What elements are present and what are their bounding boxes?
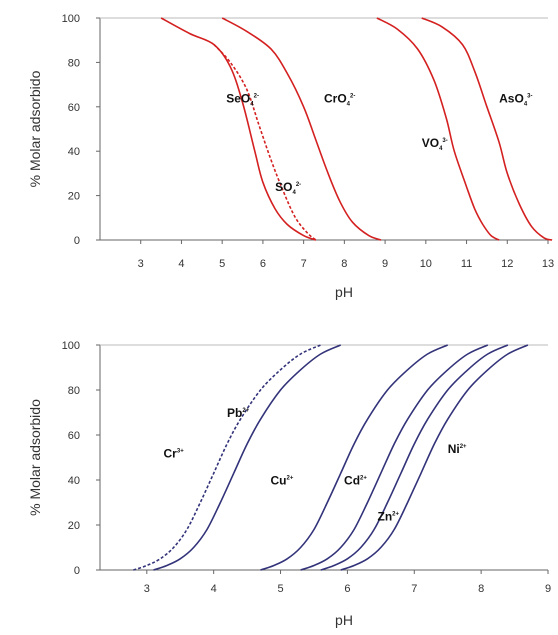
y-tick-label: 0 [74, 235, 80, 247]
x-tick-label: 11 [461, 258, 472, 270]
y-axis-title: % Molar adsorbido [27, 70, 43, 187]
curve-label-ni: Ni2+ [448, 442, 467, 456]
x-tick-label: 3 [138, 258, 144, 270]
series-line-pb [153, 344, 342, 571]
x-tick-label: 3 [144, 583, 150, 595]
y-tick-label: 40 [68, 475, 80, 487]
curve-label-vo4: VO43- [422, 136, 448, 152]
curve-label-pb: Pb2+ [227, 406, 250, 420]
series-line-cr [133, 344, 322, 571]
series-line-ni [340, 344, 529, 571]
series-line-cro4 [221, 17, 382, 241]
x-tick-label: 13 [542, 258, 554, 270]
series-line-seo4 [160, 17, 317, 241]
series-line-so4 [213, 44, 317, 241]
x-tick-label: 7 [301, 258, 307, 270]
x-tick-label: 10 [420, 258, 432, 270]
y-tick-label: 40 [68, 146, 80, 158]
y-tick-label: 60 [68, 430, 80, 442]
x-axis-title: pH [335, 612, 353, 628]
curve-label-seo4: SeO42- [226, 91, 259, 107]
x-tick-label: 6 [344, 583, 350, 595]
y-tick-label: 0 [74, 565, 80, 577]
series-line-cd [300, 344, 489, 571]
x-tick-label: 4 [211, 583, 217, 595]
curve-label-so4: SO42- [275, 180, 301, 196]
x-tick-label: 6 [260, 258, 266, 270]
series-line-aso4 [421, 17, 553, 241]
y-tick-label: 20 [68, 191, 80, 203]
curve-label-cro4: CrO42- [324, 91, 355, 107]
x-tick-label: 9 [545, 583, 551, 595]
x-axis-title: pH [335, 284, 353, 300]
x-tick-label: 4 [178, 258, 184, 270]
curve-label-aso4: AsO43- [499, 91, 532, 107]
series-line-vo4 [376, 17, 500, 241]
curve-label-zn: Zn2+ [377, 510, 399, 524]
cation-adsorption-chart: 0 20 40 60 80 100 3 4 5 6 7 8 9 pH % Molar adsorbido Cr… [27, 340, 551, 628]
y-tick-label: 100 [62, 340, 80, 352]
y-tick-label: 20 [68, 520, 80, 532]
x-tick-label: 12 [501, 258, 513, 270]
series-line-cu [260, 344, 449, 571]
x-tick-label: 7 [411, 583, 417, 595]
x-tick-label: 5 [219, 258, 225, 270]
y-tick-label: 100 [62, 13, 80, 25]
series-line-zn [320, 344, 509, 571]
curve-label-cu: Cu2+ [271, 474, 294, 488]
anion-adsorption-chart: 0 20 40 60 80 100 3 4 5 6 7 8 9 10 11 12 13 pH % Molar ads… [27, 13, 554, 300]
y-tick-label: 80 [68, 57, 80, 69]
x-tick-label: 5 [277, 583, 283, 595]
y-tick-label: 60 [68, 102, 80, 114]
y-tick-label: 80 [68, 385, 80, 397]
y-axis-title: % Molar adsorbido [27, 399, 43, 516]
curve-label-cr: Cr3+ [164, 447, 185, 461]
x-tick-label: 9 [382, 258, 388, 270]
x-tick-label: 8 [478, 583, 484, 595]
curve-label-cd: Cd2+ [344, 474, 367, 488]
x-tick-label: 8 [341, 258, 347, 270]
